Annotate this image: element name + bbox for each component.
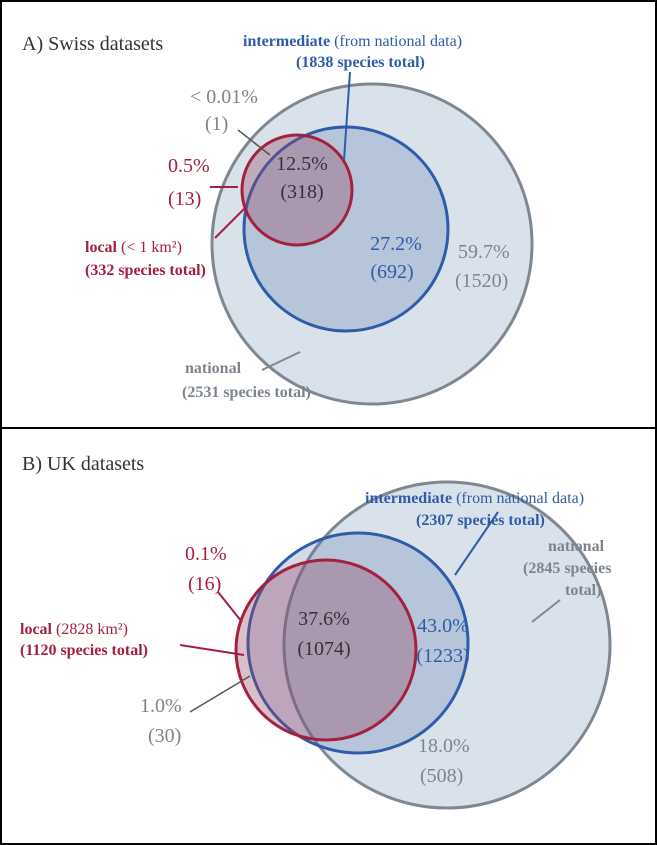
region-percent: 27.2% [370, 233, 422, 255]
intermediate-leader [454, 511, 499, 576]
region-leader [189, 675, 251, 713]
region-percent: 59.7% [458, 241, 510, 263]
region-count: (318) [280, 181, 323, 203]
region-percent: 0.5% [168, 155, 210, 177]
set-name: intermediate [365, 490, 452, 507]
national-circle [282, 480, 612, 810]
region-count: (30) [148, 725, 181, 747]
intermediate-label: intermediate (from national data) [243, 33, 462, 50]
national-leader [261, 351, 301, 371]
region-leader [217, 591, 243, 623]
set-total: (2307 species total) [416, 512, 545, 529]
region-percent: 1.0% [140, 695, 182, 717]
set-detail: (from national data) [452, 490, 584, 507]
set-total: (1120 species total) [20, 642, 148, 659]
set-detail: (< 1 km²) [117, 239, 182, 256]
region-count: (1520) [455, 270, 508, 292]
set-total: total) [565, 582, 601, 599]
local-circle [240, 133, 354, 247]
set-total: (1838 species total) [296, 54, 425, 71]
set-name: local [85, 239, 118, 256]
panel-title: B) UK datasets [22, 453, 144, 475]
set-name: national [548, 538, 605, 555]
set-name: intermediate [243, 33, 330, 50]
region-percent: < 0.01% [190, 86, 258, 108]
region-percent: 0.1% [185, 543, 227, 565]
national-circle [210, 82, 534, 406]
intermediate-circle [246, 531, 470, 755]
region-count: (16) [188, 573, 221, 595]
intermediate-label: intermediate (from national data) [365, 490, 584, 507]
local-label: local (2828 km²) [20, 621, 128, 638]
set-total: (332 species total) [85, 262, 206, 279]
set-detail: (from national data) [330, 33, 462, 50]
national-leader [531, 599, 561, 623]
region-count: (13) [168, 188, 201, 210]
region-count: (692) [370, 261, 413, 283]
region-percent: 18.0% [418, 735, 470, 757]
region-leader [237, 129, 271, 156]
panel-title: A) Swiss datasets [22, 33, 163, 55]
region-percent: 12.5% [276, 153, 328, 175]
region-count: (1233) [416, 645, 469, 667]
set-total: (2531 species total) [182, 384, 311, 401]
region-count: (508) [420, 765, 463, 787]
region-count: (1) [205, 113, 228, 135]
panel-a: A) Swiss datasets intermediate (from nat… [22, 33, 534, 406]
set-total: (2845 species [523, 560, 611, 577]
local-leader [179, 644, 245, 656]
region-percent: 37.6% [298, 608, 350, 630]
set-name: national [185, 360, 242, 377]
local-label: local (< 1 km²) [85, 239, 182, 256]
local-leader [214, 207, 246, 239]
local-circle [234, 558, 418, 742]
region-percent: 43.0% [417, 615, 469, 637]
set-name: local [20, 621, 53, 638]
region-count: (1074) [297, 638, 350, 660]
panel-b: B) UK datasets intermediate (from nation… [20, 453, 612, 810]
intermediate-leader [343, 71, 351, 161]
set-detail: (2828 km²) [52, 621, 128, 638]
